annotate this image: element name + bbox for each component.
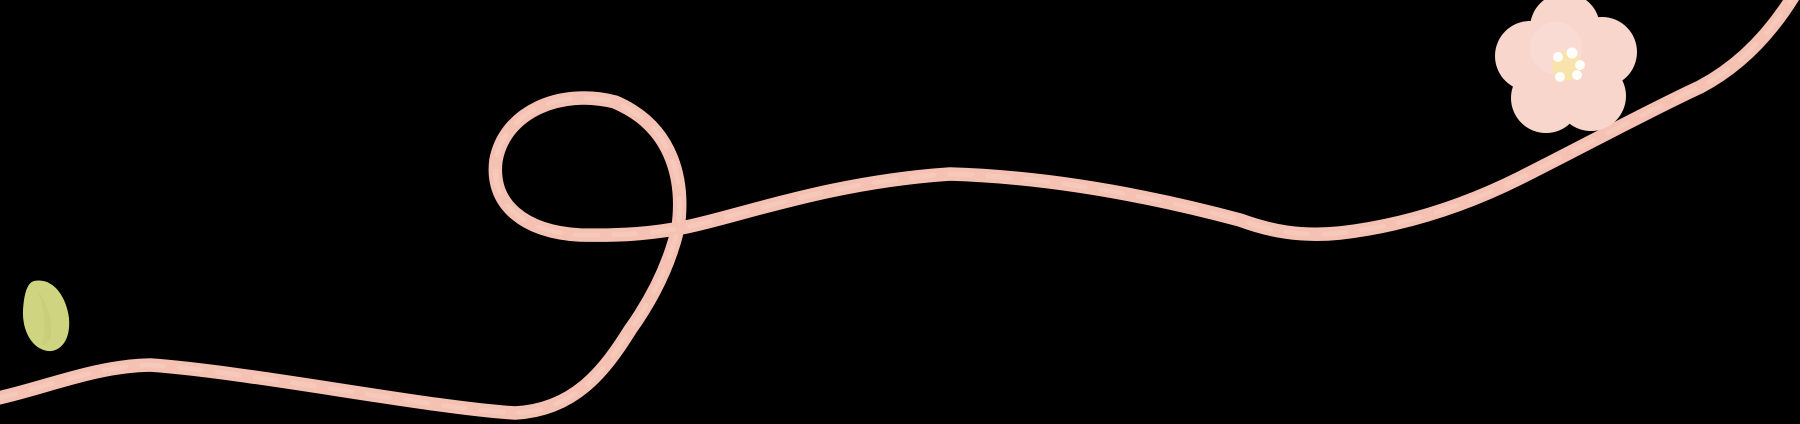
stamen-dot bbox=[1572, 70, 1582, 80]
string-texture-line bbox=[0, 0, 1794, 416]
leaf-vein-shade bbox=[38, 292, 52, 345]
leaf bbox=[22, 280, 70, 352]
stamen-dot bbox=[1566, 47, 1578, 59]
stamen-dot bbox=[1553, 52, 1563, 62]
stamen-dot bbox=[1555, 72, 1565, 82]
stamen-dot bbox=[1575, 60, 1585, 70]
cherry-blossom-flower bbox=[1495, 0, 1637, 133]
